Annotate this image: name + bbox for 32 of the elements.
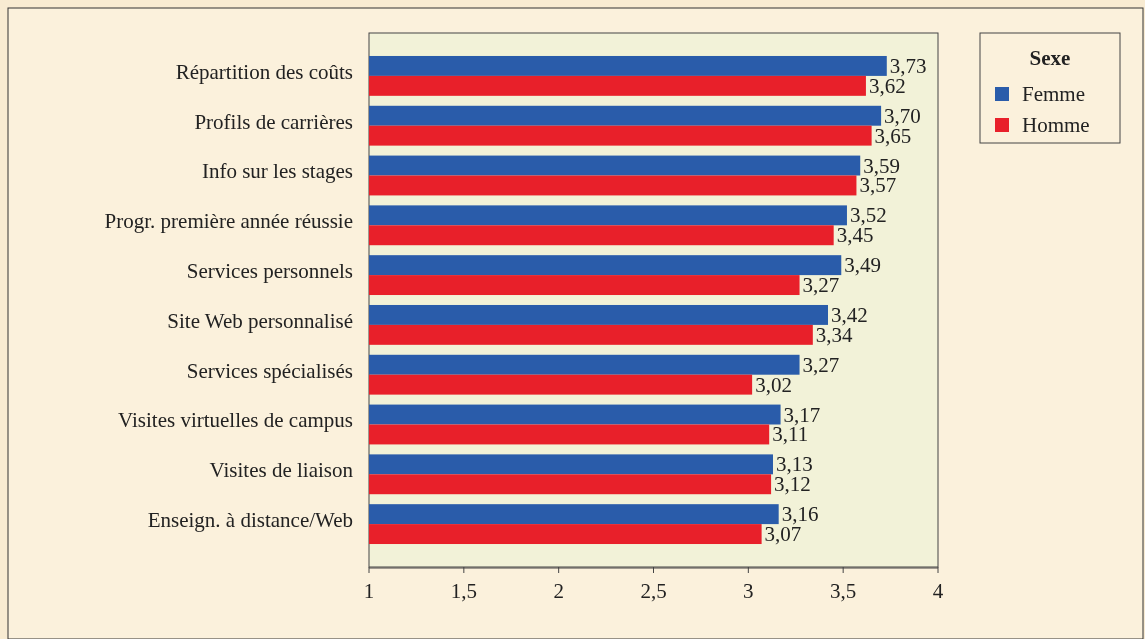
- y-tick-label: Répartition des coûts: [175, 59, 353, 84]
- data-label: 3,59: [863, 153, 900, 178]
- data-label: 3,16: [781, 502, 819, 527]
- data-label: 3,27: [802, 352, 840, 377]
- y-tick-label: Site Web personnalisé: [167, 308, 353, 333]
- x-tick-label: 4: [932, 579, 944, 603]
- y-tick-label: Progr. première année réussie: [104, 209, 353, 234]
- y-tick-label: Visites de liaison: [209, 458, 354, 483]
- data-label: 3,13: [775, 452, 813, 477]
- y-tick-label: Services personnels: [186, 258, 353, 283]
- x-tick-label: 1: [363, 579, 375, 603]
- x-tick-label: 1,5: [450, 579, 477, 603]
- data-label: 3,17: [783, 402, 821, 427]
- data-label: 3,49: [844, 253, 882, 278]
- y-tick-label: Profils de carrières: [194, 109, 353, 134]
- data-label: 3,02: [755, 372, 792, 397]
- data-label: 3,27: [802, 273, 840, 298]
- data-label: 3,73: [889, 53, 927, 78]
- y-tick-label: Info sur les stages: [201, 159, 353, 184]
- data-label: 3,70: [884, 103, 921, 128]
- x-tick-label: 3: [743, 579, 754, 603]
- y-tick-label: Services spécialisés: [186, 358, 353, 383]
- x-tick-label: 2: [553, 579, 564, 603]
- legend-label: Femme: [1022, 82, 1085, 106]
- x-tick-label: 2,5: [640, 579, 667, 603]
- legend-label: Homme: [1022, 113, 1090, 137]
- data-label: 3,52: [849, 203, 887, 228]
- x-tick-label: 3,5: [830, 579, 857, 603]
- y-tick-label: Visites virtuelles de campus: [118, 408, 353, 433]
- y-tick-label: Enseign. à distance/Web: [147, 507, 353, 532]
- legend-title: Sexe: [1029, 46, 1071, 70]
- data-label: 3,42: [830, 302, 868, 327]
